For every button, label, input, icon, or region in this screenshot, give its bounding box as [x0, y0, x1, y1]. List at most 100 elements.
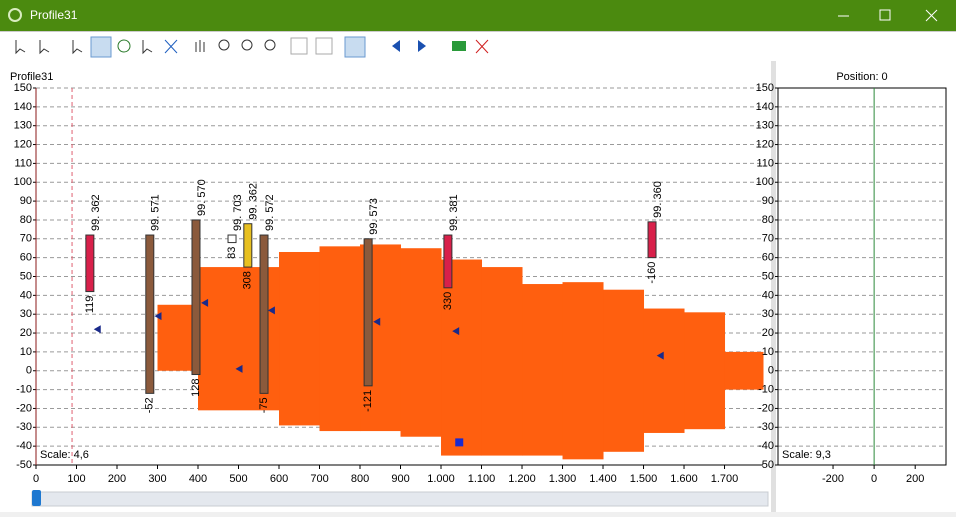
x-tick-label: 300 — [148, 473, 166, 485]
tool-edit[interactable] — [142, 40, 153, 55]
x-tick-label: -200 — [822, 473, 844, 485]
borehole — [191, 219, 201, 376]
tool-zoom-fit[interactable] — [264, 39, 276, 51]
y-tick-label: 0 — [26, 365, 32, 377]
y-tick-label: 110 — [756, 157, 774, 169]
borehole-bottom-label: -160 — [646, 262, 658, 284]
app-icon — [8, 8, 22, 22]
profile-segment — [400, 248, 442, 437]
y-tick-label: 60 — [20, 252, 32, 264]
tool-select[interactable] — [15, 40, 26, 55]
x-tick-label: 900 — [391, 473, 409, 485]
x-tick-label: 1.600 — [670, 473, 698, 485]
y-tick-label: -30 — [16, 421, 32, 433]
toolbar-icons — [15, 36, 489, 58]
borehole — [145, 234, 155, 394]
y-tick-label: -40 — [16, 440, 32, 452]
y-tick-label: 70 — [762, 233, 774, 245]
y-tick-label: -20 — [16, 402, 32, 414]
y-tick-label: 140 — [756, 101, 774, 113]
tool-zoom-in[interactable] — [218, 39, 230, 51]
tool-remove[interactable] — [475, 39, 489, 54]
borehole-top-label: 99. 360 — [652, 181, 664, 218]
tool-zoom-out[interactable] — [241, 39, 253, 51]
profile-segment — [441, 259, 483, 456]
profile-segment — [279, 251, 321, 426]
y-tick-label: -50 — [16, 459, 32, 471]
toolbar — [0, 31, 956, 61]
x-tick-label: 1.200 — [508, 473, 536, 485]
y-tick-label: 50 — [762, 270, 774, 282]
y-tick-label: 20 — [762, 327, 774, 339]
tool-delete[interactable] — [164, 39, 178, 54]
borehole — [243, 223, 253, 268]
borehole-bottom-label: 119 — [84, 296, 96, 314]
scale-label: Scale: 9,3 — [782, 449, 831, 461]
y-tick-label: 20 — [20, 327, 32, 339]
marker — [373, 317, 381, 326]
y-tick-label: 80 — [762, 214, 774, 226]
tool-pan[interactable] — [195, 40, 205, 52]
borehole-bottom-label: -121 — [362, 390, 374, 412]
marker — [656, 351, 664, 360]
profile-segment — [522, 284, 564, 456]
tool-forward[interactable] — [315, 37, 333, 55]
borehole-bottom-label: 83 — [226, 247, 238, 259]
slider-track[interactable] — [31, 491, 769, 507]
maximize-button[interactable] — [879, 9, 891, 21]
borehole-top-label: 99. 570 — [196, 179, 208, 216]
y-tick-label: 30 — [20, 308, 32, 320]
y-tick-label: 40 — [20, 289, 32, 301]
x-tick-label: 700 — [310, 473, 328, 485]
x-tick-label: 1.400 — [589, 473, 617, 485]
y-tick-label: 110 — [14, 157, 32, 169]
borehole — [443, 234, 453, 289]
y-tick-label: -20 — [758, 402, 774, 414]
borehole-bottom-label: 308 — [242, 271, 254, 289]
slider-thumb[interactable] — [32, 490, 41, 506]
y-tick-label: 50 — [20, 270, 32, 282]
borehole-top-label: 99. 573 — [368, 198, 380, 235]
marker — [201, 298, 209, 307]
tool-back[interactable] — [290, 37, 308, 55]
y-tick-label: 0 — [768, 365, 774, 377]
title-bar — [0, 0, 956, 31]
plot-frame — [777, 87, 947, 466]
close-button[interactable] — [925, 9, 938, 22]
borehole-top-label: 99. 381 — [448, 194, 460, 231]
x-tick-label: 0 — [871, 473, 877, 485]
toolbar-border — [0, 31, 956, 32]
tool-columns[interactable] — [344, 36, 366, 58]
x-tick-label: 400 — [189, 473, 207, 485]
marker — [235, 364, 243, 373]
x-tick-label: 0 — [33, 473, 39, 485]
borehole-bottom-label: -75 — [258, 397, 270, 413]
tool-add[interactable] — [452, 41, 466, 51]
scale-label: Scale: 4,6 — [40, 449, 89, 461]
borehole-top-label: 99. 362 — [248, 183, 260, 220]
x-tick-label: 1.500 — [630, 473, 658, 485]
tool-pointer[interactable] — [72, 40, 83, 55]
x-tick-label: 800 — [351, 473, 369, 485]
x-tick-label: 1.000 — [427, 473, 455, 485]
splitter[interactable] — [771, 61, 776, 512]
x-tick-label: 200 — [906, 473, 924, 485]
x-tick-label: 1.700 — [711, 473, 739, 485]
y-tick-label: 40 — [762, 289, 774, 301]
y-tick-label: -10 — [758, 384, 774, 396]
tool-active[interactable] — [90, 36, 112, 58]
tool-globe[interactable] — [117, 39, 131, 53]
y-tick-label: 10 — [762, 346, 774, 358]
profile-segment — [684, 312, 726, 430]
tool-select-multi[interactable] — [39, 40, 50, 55]
chart-title: Profile31 — [10, 71, 53, 83]
tool-next[interactable] — [418, 40, 426, 52]
borehole — [259, 234, 269, 394]
y-tick-label: 150 — [14, 82, 32, 94]
y-tick-label: -10 — [16, 384, 32, 396]
tool-prev[interactable] — [392, 40, 400, 52]
marker — [452, 327, 460, 336]
borehole — [85, 234, 95, 293]
profile-segment — [481, 267, 523, 456]
